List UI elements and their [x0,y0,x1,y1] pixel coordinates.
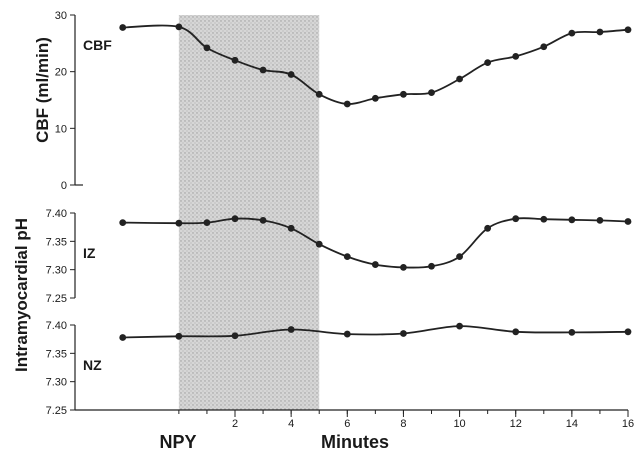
nz-data-point [231,332,239,340]
iz-data-point [596,216,604,224]
nz-data-point [624,328,632,336]
x-tick-label: 2 [232,418,238,430]
iz-data-point [568,216,576,224]
nz-data-point [512,328,520,336]
cbf-y-tick-label: 30 [55,10,67,22]
nz-y-tick-label: 7.25 [46,405,67,417]
iz-y-tick-label: 7.25 [46,293,67,305]
iz-data-point [231,215,239,223]
nz-y-tick-label: 7.35 [46,348,67,360]
cbf-data-point [512,52,520,60]
iz-data-point [259,216,267,224]
nz-data-point [343,330,351,338]
cbf-y-axis-title: CBF (ml/min) [33,37,52,143]
nz-data-point [119,334,127,341]
cbf-data-point [203,44,211,52]
x-tick-label: 14 [566,418,578,430]
cbf-data-point [456,75,463,83]
iz-data-point [484,224,492,232]
x-axis-title: Minutes [321,432,389,452]
iz-y-tick-label: 7.40 [46,208,67,220]
nz-series-line [122,325,629,339]
cbf-data-point [428,89,435,97]
x-tick-label: 10 [453,418,465,430]
iz-y-tick-label: 7.35 [46,236,67,248]
nz-data-point [175,332,183,340]
cbf-y-tick-label: 10 [55,123,67,135]
cbf-data-point [343,100,351,108]
x-tick-label: 4 [288,418,294,430]
cbf-data-point [400,90,407,98]
nz-data-point [400,330,407,337]
x-tick-label: 6 [344,418,350,430]
iz-data-point [456,253,463,261]
nz-data-point [568,328,576,336]
cbf-data-point [119,24,127,31]
cbf-data-point [624,26,632,34]
cbf-data-point [175,23,183,31]
cbf-panel-label: CBF [83,37,112,53]
cbf-y-tick-label: 0 [61,180,67,192]
cbf-data-point [596,28,604,36]
cbf-data-point [484,59,492,66]
cbf-data-point [259,66,267,74]
iz-data-point [400,264,407,271]
iz-data-point [512,215,520,223]
npy-infusion-band [178,15,320,410]
x-tick-label: 16 [622,418,634,430]
cbf-data-point [540,43,548,51]
nz-panel-label: NZ [83,357,102,373]
iz-data-point [343,253,351,261]
nz-data-point [287,326,295,333]
iz-data-point [371,261,379,268]
cbf-y-tick-label: 20 [55,67,67,79]
iz-y-tick-label: 7.30 [46,265,67,277]
npy-label: NPY [159,432,196,452]
x-tick-label: 8 [400,418,406,430]
iz-data-point [315,240,323,248]
iz-data-point [428,262,435,270]
iz-data-point [175,219,183,227]
iz-panel-label: IZ [83,245,96,261]
ph-y-axis-title: Intramyocardial pH [12,218,31,372]
x-tick-label: 12 [510,418,522,430]
cbf-data-point [287,71,295,78]
cbf-data-point [568,29,576,37]
iz-data-point [119,219,127,227]
iz-data-point [287,224,295,232]
iz-data-point [624,218,632,225]
iz-data-point [540,215,548,223]
iz-data-point [203,219,211,227]
cbf-data-point [371,94,379,102]
nz-y-tick-label: 7.40 [46,320,67,332]
nz-data-point [456,322,463,330]
cbf-data-point [315,90,323,98]
cbf-data-point [231,56,239,64]
nz-y-tick-label: 7.30 [46,377,67,389]
